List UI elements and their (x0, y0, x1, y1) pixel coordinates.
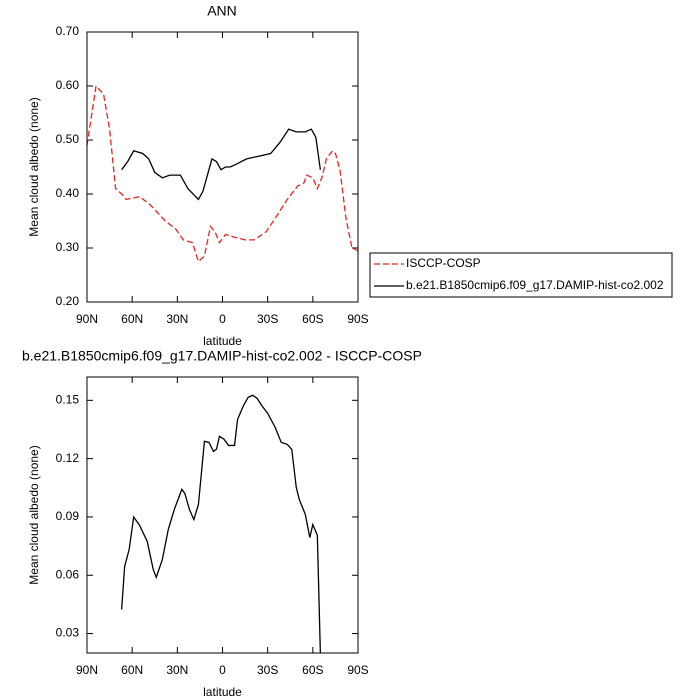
x-axis-label: latitude (203, 334, 242, 348)
y-tick-label: 0.50 (56, 132, 80, 146)
x-tick-label: 60N (121, 663, 143, 677)
series-line (87, 84, 358, 263)
y-tick-label: 0.03 (56, 626, 80, 640)
x-tick-label: 90S (347, 312, 368, 326)
y-axis-label: Mean cloud albedo (none) (27, 445, 41, 584)
x-tick-label: 30N (166, 312, 188, 326)
x-tick-label: 0 (219, 312, 226, 326)
y-tick-label: 0.20 (56, 294, 80, 308)
y-tick-label: 0.40 (56, 186, 80, 200)
x-tick-label: 60S (302, 663, 323, 677)
x-tick-label: 90N (76, 663, 98, 677)
y-tick-label: 0.30 (56, 240, 80, 254)
x-tick-label: 30S (257, 663, 278, 677)
x-tick-label: 0 (219, 663, 226, 677)
y-tick-label: 0.15 (56, 392, 80, 406)
legend-box (369, 252, 673, 298)
y-tick-label: 0.06 (56, 567, 80, 581)
chart-title: ANN (207, 3, 237, 19)
plot-frame (86, 31, 359, 303)
x-tick-label: 90S (347, 663, 368, 677)
chart-title: b.e21.B1850cmip6.f09_g17.DAMIP-hist-co2.… (22, 348, 422, 364)
legend-label: b.e21.B1850cmip6.f09_g17.DAMIP-hist-co2.… (406, 278, 664, 292)
y-tick-label: 0.60 (56, 78, 80, 92)
legend-label: ISCCP-COSP (406, 256, 481, 270)
x-tick-label: 30N (166, 663, 188, 677)
x-tick-label: 60S (302, 312, 323, 326)
y-tick-label: 0.12 (56, 451, 80, 465)
y-tick-label: 0.09 (56, 509, 80, 523)
x-tick-label: 30S (257, 312, 278, 326)
series-line (121, 128, 322, 201)
y-axis-label: Mean cloud albedo (none) (27, 97, 41, 236)
x-tick-label: 60N (121, 312, 143, 326)
plot-frame (86, 376, 359, 654)
x-axis-label: latitude (203, 685, 242, 699)
y-tick-label: 0.70 (56, 24, 80, 38)
series-line (120, 394, 322, 653)
x-tick-label: 90N (76, 312, 98, 326)
